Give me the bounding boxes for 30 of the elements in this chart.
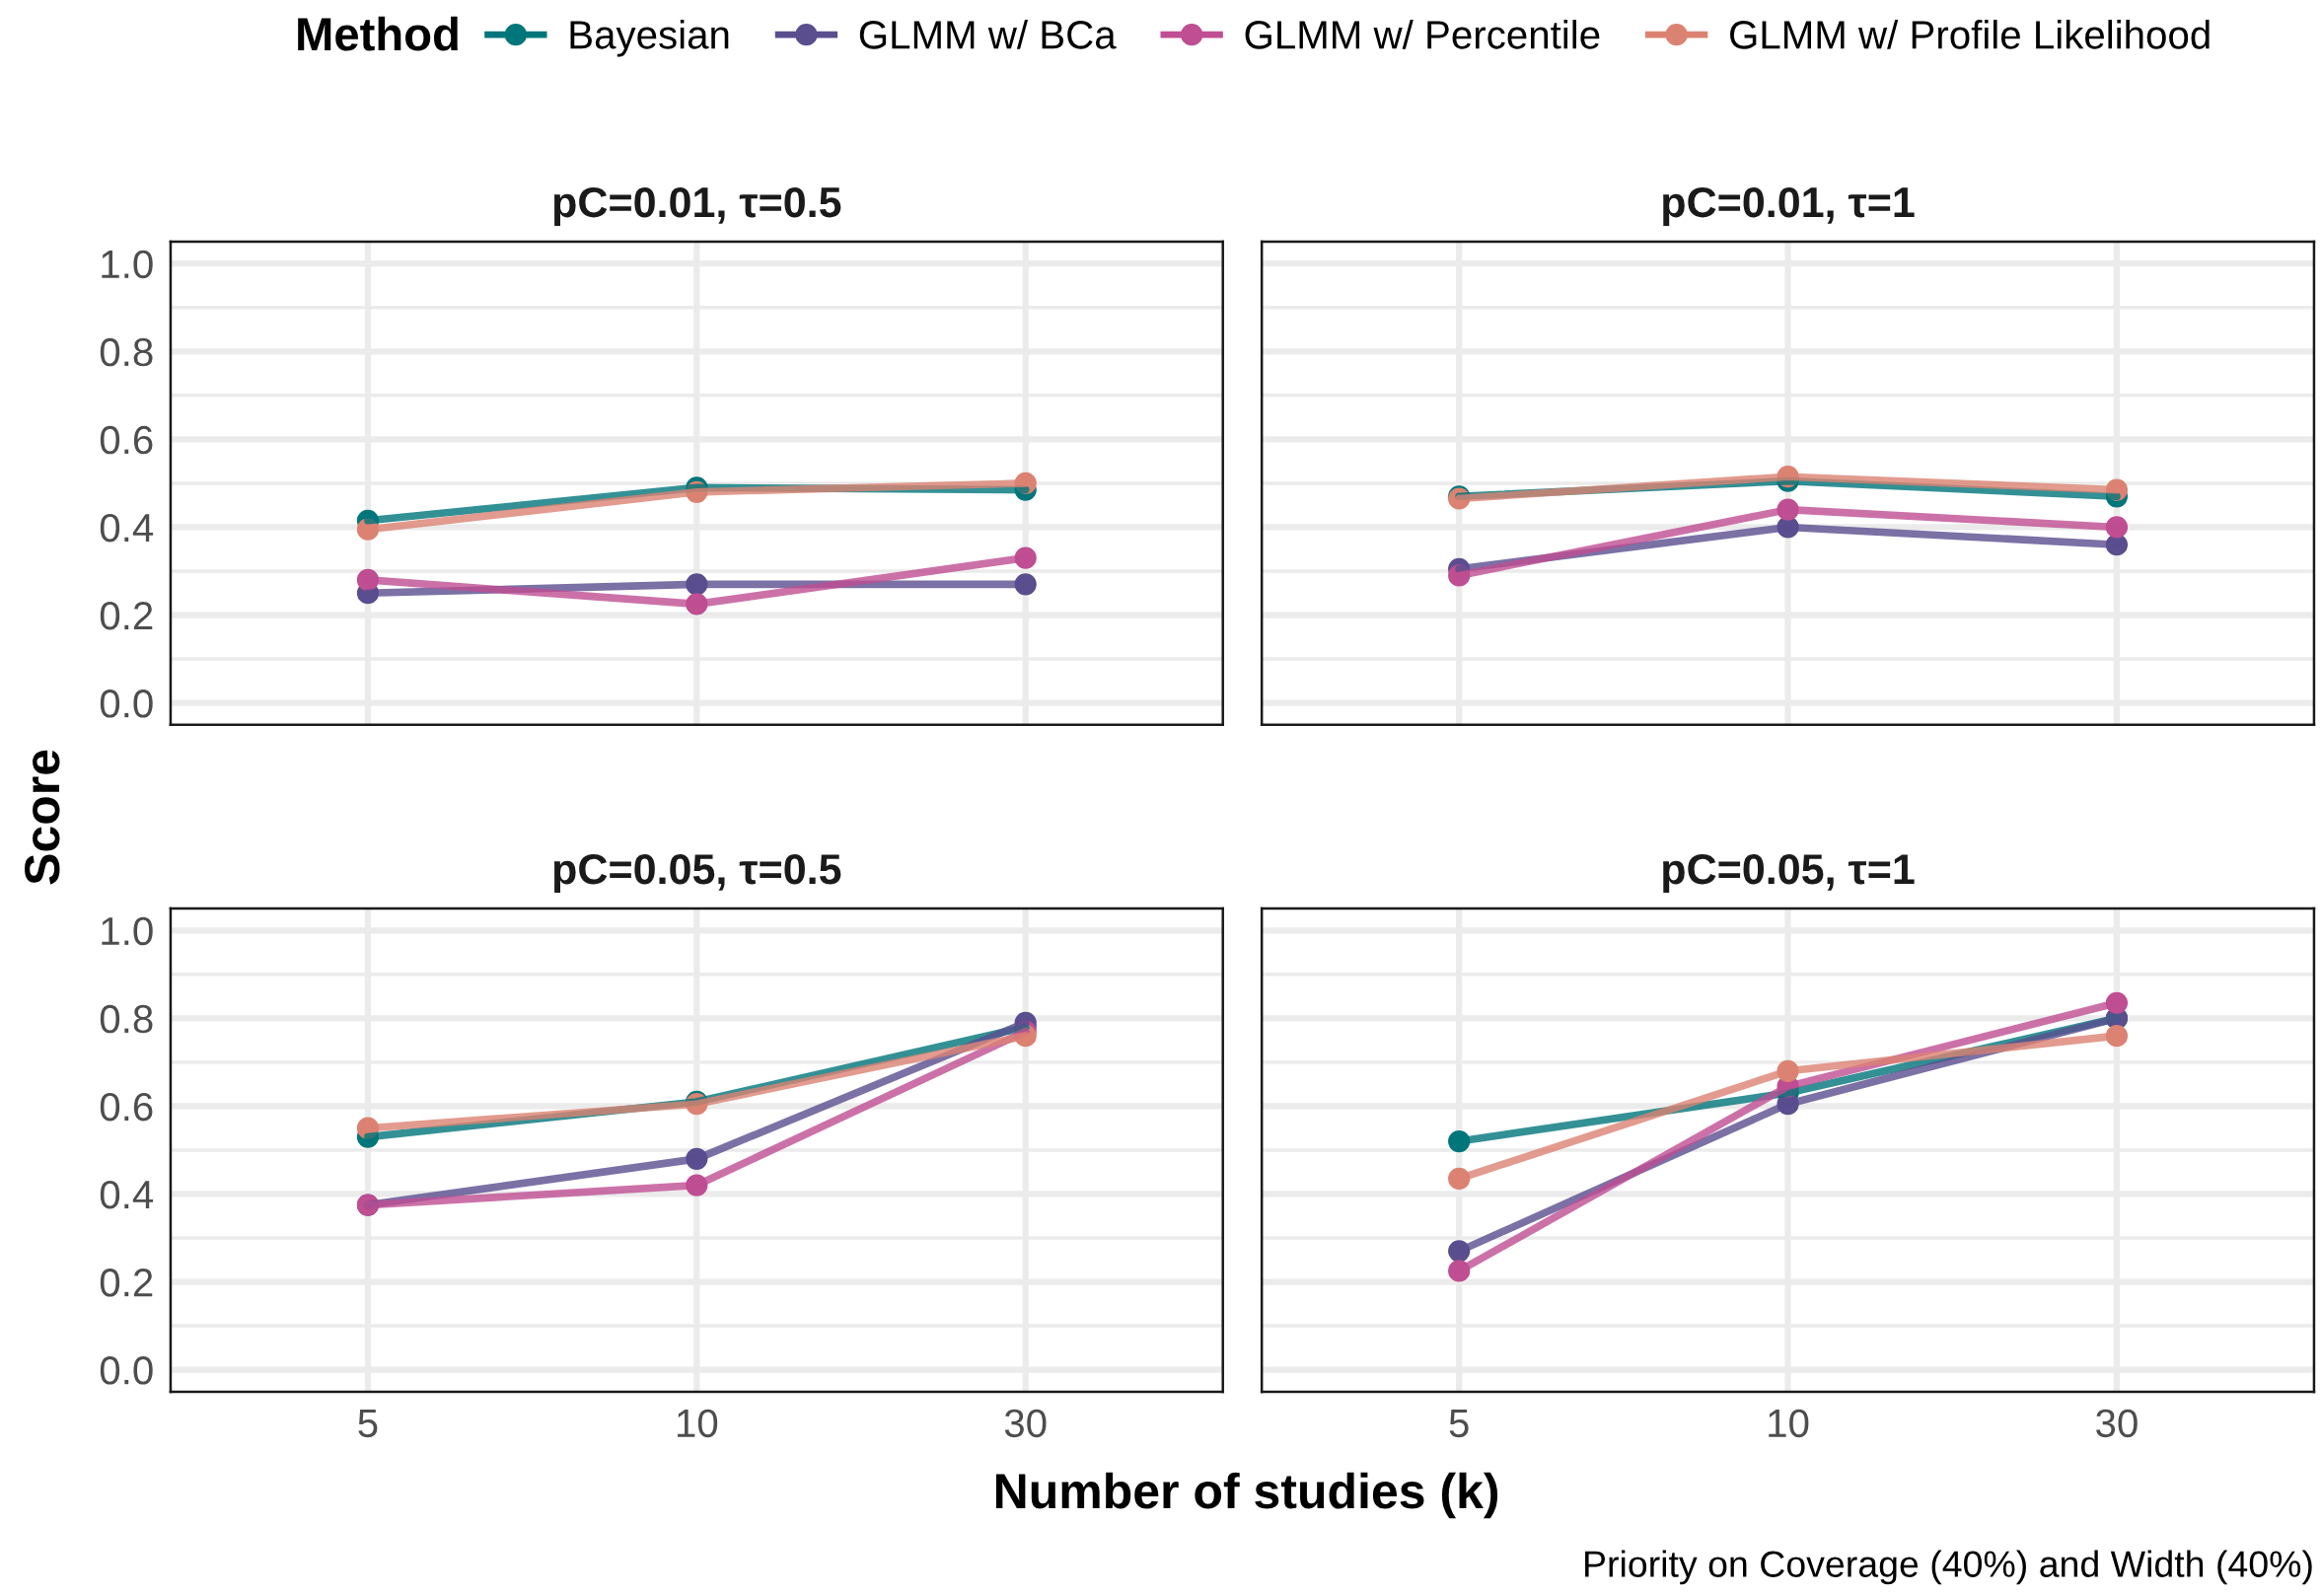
x-tick-label: 30 xyxy=(1004,1409,1047,1438)
chart-title: pC=0.01, τ=1 xyxy=(1663,186,1915,226)
y-tick-label: 0.4 xyxy=(100,513,154,543)
y-tick-label: 0.0 xyxy=(100,689,153,718)
legend-title: Method xyxy=(298,16,458,51)
y-tick-label: 0.6 xyxy=(100,1092,153,1122)
y-axis-title: Score xyxy=(25,750,60,885)
y-tick-label: 0.2 xyxy=(100,1269,153,1297)
y-tick-label: 0.8 xyxy=(100,337,153,367)
chart-title: pC=0.05, τ=1 xyxy=(1663,853,1915,893)
legend-label: GLMM w/ Percentile xyxy=(1245,20,1600,49)
y-tick-label: 1.0 xyxy=(102,250,153,279)
x-tick-label: 5 xyxy=(1449,1410,1469,1438)
legend-label: GLMM w/ Profile Likelihood xyxy=(1730,20,2210,49)
legend-label: GLMM w/ BCa xyxy=(859,20,1117,49)
y-tick-label: 1.0 xyxy=(102,916,153,946)
y-tick-label: 0.4 xyxy=(100,1180,154,1209)
text: Priority on Coverage (40%) and Width (40%) xyxy=(1585,1550,2312,1585)
y-tick-label: 0.0 xyxy=(100,1356,153,1385)
x-axis-title: Number of studies (k) xyxy=(995,1472,1498,1519)
x-tick-label: 10 xyxy=(678,1409,718,1438)
legend-label: Bayesian xyxy=(570,20,729,57)
chart-title: pC=0.05, τ=0.5 xyxy=(553,853,841,893)
x-tick-label: 5 xyxy=(358,1410,378,1438)
y-tick-label: 0.2 xyxy=(100,601,153,630)
x-tick-label: 30 xyxy=(2096,1409,2138,1438)
y-tick-label: 0.6 xyxy=(100,425,153,455)
x-tick-label: 10 xyxy=(1769,1409,1809,1438)
chart-title: pC=0.01, τ=0.5 xyxy=(553,186,841,226)
y-tick-label: 0.8 xyxy=(100,1004,153,1034)
